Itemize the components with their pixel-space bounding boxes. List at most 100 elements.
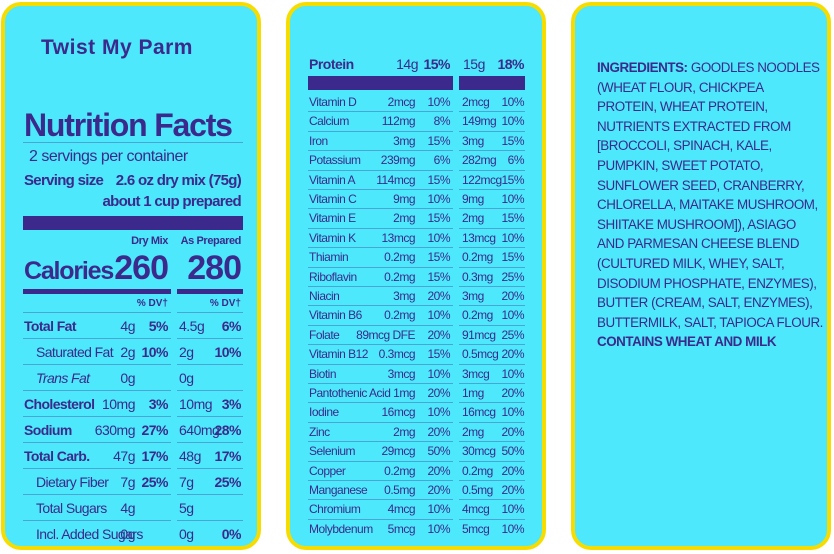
daily-value: 8% [433,114,451,129]
nutrient-name: Calcium [309,114,349,129]
nutrient-name: Chromium [309,502,361,517]
daily-value: 10% [501,502,524,517]
nutrient-name: Vitamin B12 [309,347,368,362]
daily-value: 10% [427,502,450,517]
rule-line [308,518,453,520]
daily-value: 28% [214,422,241,438]
rule-line [308,169,453,171]
nutrient-name: Protein [309,56,354,72]
amount: 2mcg [462,95,490,109]
amount: 9mg [393,192,415,206]
allergens: CONTAINS WHEAT AND MILK [597,334,777,350]
nutrient-name: Incl. Added Sugars [36,526,143,542]
amount: 2mg [393,211,415,226]
column-head: Dry Mix [131,234,168,247]
daily-value: 17% [141,448,168,464]
daily-value: 10% [501,230,524,245]
daily-value: 20% [427,289,450,303]
amount: 1mg [393,386,415,400]
amount: 3mg [462,133,484,148]
servings: 2 servings per container [29,148,188,165]
rule-line [177,312,243,313]
daily-value: 10% [427,521,450,536]
nutrient-name: Vitamin A [309,172,355,187]
rule-line [308,286,453,287]
rule-line [459,130,525,132]
amount: 0.2mg [462,250,493,265]
rule-line [459,383,525,384]
daily-value: 10% [214,344,241,360]
nutrient-name: Vitamin K [309,230,356,245]
rule-line [308,344,453,346]
daily-value: 20% [501,463,524,478]
rule-line [459,499,525,501]
amount: 0g [120,526,135,542]
amount: 7g [120,474,135,490]
nutrient-name: Niacin [309,289,340,303]
column-head: As Prepared [180,234,242,247]
rule-line [308,247,453,249]
rule-line [308,130,453,132]
amount: 3mg [393,133,415,148]
serving-size-2: about 1 cup prepared [102,192,241,210]
daily-value: 25% [501,269,524,284]
amount: 0.2mg [462,463,493,478]
amount: 640mg [179,422,220,438]
rule-line [177,494,243,495]
rule-line [308,460,453,462]
amount: 91mcg [462,327,496,342]
rule-line [23,416,171,417]
amount: 122mcg [462,172,502,187]
daily-value: 25% [141,474,168,490]
rule-line [177,416,243,417]
amount: 0g [120,370,135,386]
ingredients-label: INGREDIENTS: [597,60,688,75]
nutrient-name: Selenium [309,444,356,459]
rule-line [177,442,243,443]
nutrition-panel: Twist My Parm Nutrition Facts 2 servings p… [1,2,261,550]
rule-line [177,468,243,469]
nutrient-name: Vitamin C [309,192,357,206]
rule-line [177,338,243,339]
dv-head: % DV† [209,298,241,309]
nutrient-name: Biotin [309,366,337,381]
daily-value: 20% [427,463,450,478]
serving-size: 2.6 oz dry mix (75g) [115,171,242,189]
daily-value: 10% [427,405,450,420]
rule-line [459,421,525,423]
calories: 280 [187,249,242,287]
amount: 0.3mcg [378,347,416,362]
amount: 9mg [462,192,484,206]
amount: 4g [120,500,135,516]
amount: 0.2mg [384,308,415,323]
nutrient-name: Cholesterol [24,396,95,412]
rule-line [459,344,525,346]
rule-line [459,286,525,287]
rule-line [308,383,453,384]
amount: 0.2mg [384,269,415,284]
rule-line [308,150,453,152]
daily-value: 27% [141,422,168,438]
daily-value: 10% [427,230,450,245]
nutrient-name: Vitamin B6 [309,308,362,323]
rule-line [23,494,171,495]
rule-bar [23,216,243,230]
rule-line [459,518,525,520]
amount: 10mg [101,396,136,412]
rule-line [459,402,525,404]
daily-value: 15% [501,172,524,187]
rule-line [459,111,525,113]
daily-value: 18% [497,56,524,72]
amount: 239mg [380,153,416,168]
amount: 5mcg [387,521,416,536]
rule-line [308,227,453,229]
rule-line [459,189,525,190]
daily-value: 10% [501,366,524,381]
daily-value: 25% [501,327,524,342]
nutrient-name: Potassium [309,153,361,168]
amount: 2mg [462,211,484,226]
rule-line [23,520,171,521]
rule-line [308,305,453,307]
amount: 4.5g [179,318,205,334]
